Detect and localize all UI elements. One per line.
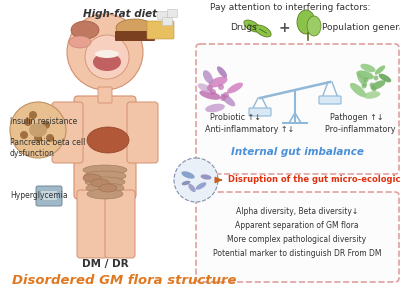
Ellipse shape — [297, 10, 315, 34]
Circle shape — [362, 84, 366, 88]
Text: Drugs: Drugs — [230, 24, 257, 33]
Text: DM / DR: DM / DR — [82, 259, 128, 269]
Circle shape — [34, 134, 42, 142]
Ellipse shape — [182, 181, 190, 185]
Text: More complex pathological diversity: More complex pathological diversity — [228, 234, 366, 243]
FancyBboxPatch shape — [196, 44, 399, 174]
Circle shape — [29, 111, 37, 119]
Circle shape — [42, 121, 50, 129]
Circle shape — [46, 134, 54, 142]
FancyBboxPatch shape — [158, 12, 168, 20]
Ellipse shape — [227, 83, 243, 93]
Ellipse shape — [116, 19, 154, 37]
FancyBboxPatch shape — [52, 102, 83, 163]
Text: Population genera: Population genera — [322, 24, 400, 33]
Ellipse shape — [87, 127, 129, 153]
FancyBboxPatch shape — [36, 186, 62, 206]
Ellipse shape — [86, 183, 124, 193]
Ellipse shape — [83, 165, 127, 175]
Text: Pay attention to interfering factors:: Pay attention to interfering factors: — [210, 3, 370, 12]
Circle shape — [223, 92, 229, 98]
Text: Disordered GM flora structure: Disordered GM flora structure — [12, 274, 236, 287]
Ellipse shape — [375, 65, 385, 75]
Ellipse shape — [69, 36, 91, 48]
Circle shape — [218, 84, 224, 90]
Ellipse shape — [91, 179, 109, 187]
Ellipse shape — [99, 184, 117, 192]
FancyBboxPatch shape — [115, 31, 155, 41]
Ellipse shape — [360, 64, 376, 72]
Ellipse shape — [93, 53, 121, 71]
Ellipse shape — [208, 77, 228, 88]
Circle shape — [85, 35, 129, 79]
Text: Disruption of the gut micro-ecological balance: Disruption of the gut micro-ecological b… — [228, 175, 400, 185]
Ellipse shape — [188, 184, 196, 192]
FancyBboxPatch shape — [40, 190, 58, 200]
Ellipse shape — [71, 21, 99, 39]
Text: Internal gut imbalance: Internal gut imbalance — [230, 147, 364, 157]
Text: Pancreatic beta cell
dysfunction: Pancreatic beta cell dysfunction — [10, 138, 85, 158]
Circle shape — [20, 131, 28, 139]
Circle shape — [10, 102, 66, 158]
Circle shape — [207, 85, 213, 91]
Ellipse shape — [85, 177, 125, 187]
Ellipse shape — [95, 50, 119, 58]
Ellipse shape — [84, 171, 126, 181]
Ellipse shape — [371, 80, 385, 90]
Ellipse shape — [244, 20, 260, 32]
Ellipse shape — [87, 189, 123, 199]
Text: Potential marker to distinguish DR From DM: Potential marker to distinguish DR From … — [213, 249, 381, 257]
Ellipse shape — [196, 182, 206, 190]
Circle shape — [372, 86, 376, 92]
FancyBboxPatch shape — [196, 192, 399, 282]
Ellipse shape — [181, 171, 195, 179]
Ellipse shape — [221, 94, 235, 106]
FancyBboxPatch shape — [74, 96, 136, 199]
Text: Apparent separation of GM flora: Apparent separation of GM flora — [235, 221, 359, 230]
Text: Probiotic ↑↓: Probiotic ↑↓ — [210, 113, 261, 122]
Circle shape — [374, 75, 378, 81]
Ellipse shape — [199, 90, 221, 100]
Circle shape — [24, 118, 32, 126]
Ellipse shape — [364, 91, 380, 99]
Text: High-fat diet: High-fat diet — [83, 9, 157, 19]
FancyBboxPatch shape — [249, 108, 271, 116]
Ellipse shape — [83, 174, 101, 182]
Ellipse shape — [379, 74, 391, 82]
FancyBboxPatch shape — [105, 190, 135, 258]
Circle shape — [220, 95, 226, 101]
FancyBboxPatch shape — [168, 10, 178, 18]
Text: Anti-inflammatory ↑↓: Anti-inflammatory ↑↓ — [205, 126, 294, 134]
Ellipse shape — [255, 25, 271, 37]
FancyBboxPatch shape — [127, 102, 158, 163]
Ellipse shape — [356, 71, 374, 79]
Text: Pathogen ↑↓: Pathogen ↑↓ — [330, 113, 384, 122]
Text: Pro-inflammatory ↑↓: Pro-inflammatory ↑↓ — [325, 126, 400, 134]
Circle shape — [174, 158, 218, 202]
Text: Insulin resistance: Insulin resistance — [10, 118, 77, 126]
Circle shape — [370, 82, 374, 88]
Ellipse shape — [205, 104, 225, 112]
FancyBboxPatch shape — [77, 190, 107, 258]
FancyBboxPatch shape — [98, 87, 112, 103]
Ellipse shape — [29, 123, 47, 137]
Ellipse shape — [203, 70, 213, 84]
Text: Alpha diversity, Beta diversity↓: Alpha diversity, Beta diversity↓ — [236, 206, 358, 215]
FancyBboxPatch shape — [162, 18, 172, 26]
FancyBboxPatch shape — [319, 96, 341, 104]
Text: Hyperglycemia: Hyperglycemia — [10, 192, 68, 200]
Circle shape — [210, 89, 216, 95]
Ellipse shape — [357, 74, 367, 86]
Circle shape — [67, 14, 143, 90]
Ellipse shape — [200, 174, 212, 180]
Ellipse shape — [307, 16, 321, 36]
Text: +: + — [278, 21, 290, 35]
Ellipse shape — [198, 83, 212, 93]
FancyBboxPatch shape — [147, 21, 174, 39]
Ellipse shape — [350, 83, 366, 97]
Circle shape — [364, 77, 368, 82]
Ellipse shape — [217, 66, 227, 78]
